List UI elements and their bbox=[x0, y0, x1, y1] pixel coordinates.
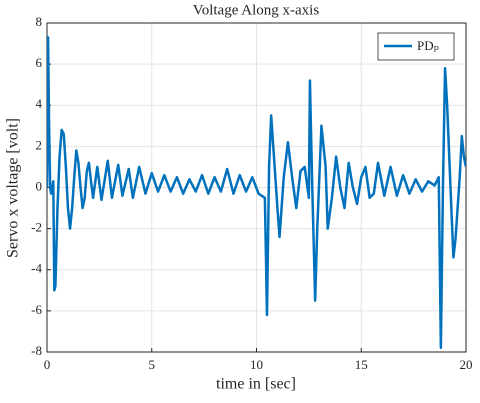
y-tick-label: -2 bbox=[31, 220, 42, 235]
x-tick-label: 15 bbox=[355, 357, 368, 372]
chart-title: Voltage Along x-axis bbox=[193, 2, 320, 18]
x-tick-label: 5 bbox=[149, 357, 156, 372]
y-tick-label: -6 bbox=[31, 302, 42, 317]
y-tick-label: 0 bbox=[36, 178, 43, 193]
y-tick-label: 6 bbox=[36, 55, 43, 70]
data-line bbox=[47, 36, 466, 350]
y-tick-label: -8 bbox=[31, 343, 42, 358]
y-axis-label: Servo x voltage [volt] bbox=[5, 118, 22, 258]
x-tick-label: 0 bbox=[44, 357, 51, 372]
x-tick-label: 10 bbox=[250, 357, 263, 372]
x-axis-label: time in [sec] bbox=[216, 376, 296, 393]
x-tick-label: 20 bbox=[460, 357, 473, 372]
legend-label: PDₚ bbox=[417, 38, 439, 53]
y-tick-label: -4 bbox=[31, 261, 42, 276]
y-tick-label: 4 bbox=[36, 96, 43, 111]
y-tick-label: 8 bbox=[36, 14, 43, 29]
y-tick-label: 2 bbox=[36, 137, 43, 152]
